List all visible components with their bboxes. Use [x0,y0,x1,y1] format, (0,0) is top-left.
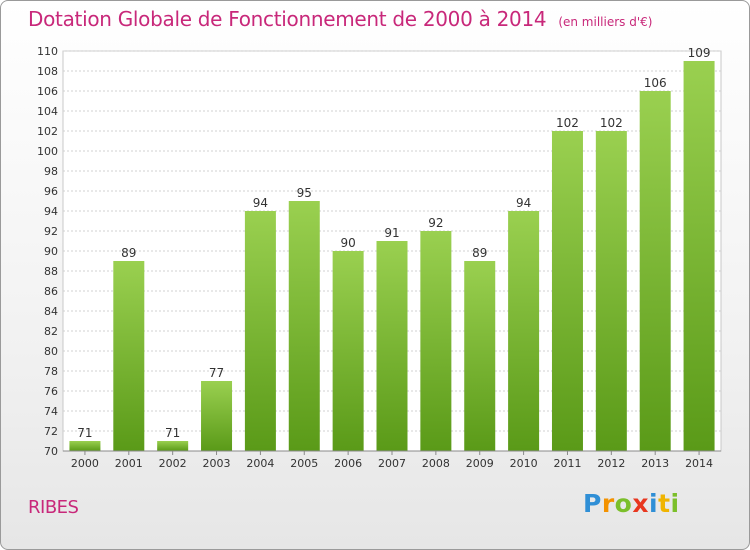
y-tick-label: 70 [44,445,58,458]
y-tick-label: 96 [44,185,58,198]
bar [683,61,715,451]
title-text: Dotation Globale de Fonctionnement de 20… [28,7,547,31]
x-tick-label: 2003 [203,457,231,470]
x-tick-label: 2002 [159,457,187,470]
x-tick-label: 2005 [290,457,318,470]
logo-letter: o [614,489,633,518]
y-tick-label: 74 [44,405,58,418]
y-tick-label: 98 [44,165,58,178]
x-tick-label: 2013 [641,457,669,470]
y-tick-label: 94 [44,205,58,218]
x-tick-label: 2014 [685,457,713,470]
data-label: 102 [600,116,623,130]
unit-label: (en milliers d'€) [558,15,653,29]
y-tick-label: 80 [44,345,58,358]
x-tick-label: 2012 [597,457,625,470]
bar [244,211,276,451]
data-label: 90 [340,236,355,250]
y-tick-label: 102 [37,125,58,138]
y-tick-label: 88 [44,265,58,278]
logo-letter: r [601,489,615,518]
y-tick-label: 110 [37,45,58,58]
y-tick-label: 106 [37,85,58,98]
y-tick-label: 78 [44,365,58,378]
logo-letter: t [658,489,671,518]
x-tick-label: 2004 [246,457,274,470]
bar [508,211,540,451]
logo-letter: P [583,489,602,518]
bar [639,91,671,451]
bar [420,231,452,451]
bar [332,251,364,451]
x-tick-label: 2008 [422,457,450,470]
proxiti-logo: Proxiti [583,489,680,518]
x-tick-label: 2006 [334,457,362,470]
bar [201,381,233,451]
data-label: 102 [556,116,579,130]
y-tick-label: 84 [44,305,58,318]
x-tick-label: 2001 [115,457,143,470]
y-tick-label: 82 [44,325,58,338]
bar [595,131,627,451]
bar [288,201,320,451]
data-label: 89 [121,246,136,260]
x-tick-label: 2010 [510,457,538,470]
data-label: 91 [384,226,399,240]
y-tick-label: 104 [37,105,58,118]
x-tick-label: 2007 [378,457,406,470]
data-label: 106 [644,76,667,90]
data-label: 94 [516,196,531,210]
y-tick-label: 108 [37,65,58,78]
data-label: 95 [297,186,312,200]
data-label: 89 [472,246,487,260]
data-label: 109 [688,46,711,60]
bar [69,441,101,451]
bar [464,261,496,451]
bar [376,241,408,451]
data-label: 77 [209,366,224,380]
bar [113,261,145,451]
commune-name: RIBES [28,497,79,518]
bar [157,441,189,451]
chart-title: Dotation Globale de Fonctionnement de 20… [28,7,652,31]
data-label: 71 [77,426,92,440]
x-tick-label: 2000 [71,457,99,470]
x-tick-label: 2011 [553,457,581,470]
data-label: 94 [253,196,268,210]
y-tick-label: 100 [37,145,58,158]
y-tick-label: 92 [44,225,58,238]
data-label: 71 [165,426,180,440]
y-tick-label: 76 [44,385,58,398]
x-tick-label: 2009 [466,457,494,470]
y-tick-label: 86 [44,285,58,298]
logo-letter: i [649,489,659,518]
logo-letter: x [632,489,649,518]
data-label: 92 [428,216,443,230]
logo-letter: i [670,489,680,518]
bar [551,131,583,451]
y-tick-label: 72 [44,425,58,438]
y-tick-label: 90 [44,245,58,258]
